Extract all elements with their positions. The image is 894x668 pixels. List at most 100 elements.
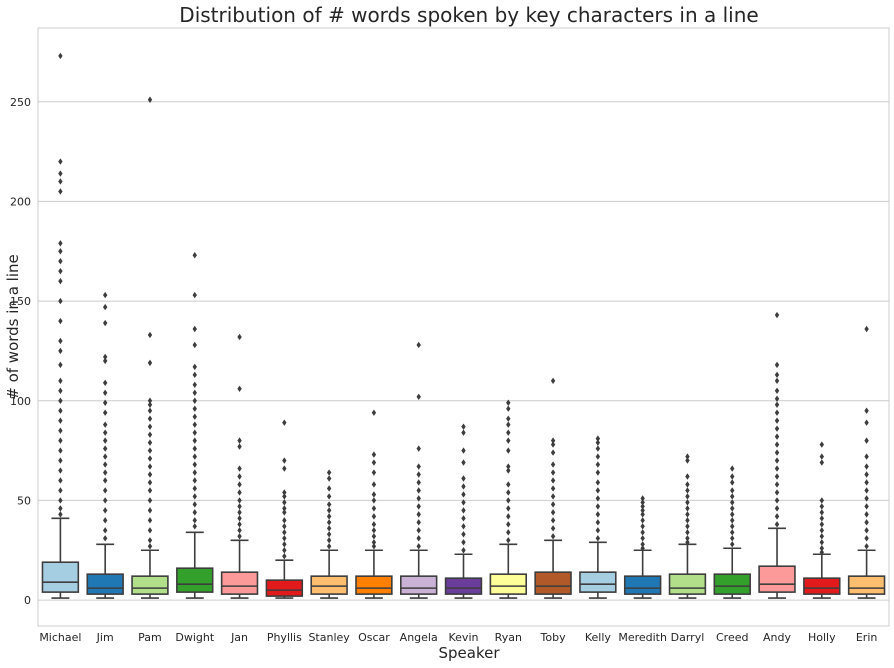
- outlier-dwight-18: [192, 477, 197, 484]
- box-erin: [847, 325, 886, 599]
- outlier-toby-4: [550, 461, 556, 468]
- outlier-oscar-1: [371, 451, 377, 458]
- x-tick-label-stanley: Stanley: [308, 631, 350, 644]
- outlier-jim-7: [102, 399, 108, 406]
- outlier-meredith-8: [640, 535, 645, 542]
- outlier-ryan-0: [506, 399, 511, 406]
- outlier-stanley-6: [326, 513, 332, 520]
- outlier-darryl-4: [685, 487, 690, 494]
- outlier-kevin-11: [461, 531, 466, 538]
- outlier-michael-18: [58, 407, 63, 414]
- outlier-dwight-15: [192, 453, 197, 460]
- outlier-phyllis-8: [282, 517, 287, 524]
- x-axis-ticks: Michael Jim Pam Dwight Jan Phyllis Stanley Osca…: [39, 631, 877, 644]
- outlier-dwight-11: [192, 421, 197, 428]
- outlier-erin-14: [864, 535, 869, 542]
- outlier-michael-4: [58, 188, 63, 195]
- outlier-andy-6: [774, 401, 780, 408]
- outlier-darryl-13: [685, 539, 690, 546]
- outlier-darryl-3: [685, 481, 690, 488]
- outlier-pam-6: [147, 415, 153, 422]
- x-tick-label-erin: Erin: [856, 631, 878, 644]
- outlier-angela-1: [416, 393, 421, 400]
- outlier-pam-20: [147, 537, 153, 544]
- outlier-erin-1: [864, 407, 869, 414]
- y-tick-label-0: 0: [24, 594, 31, 607]
- outlier-phyllis-6: [282, 505, 287, 512]
- outlier-toby-11: [550, 517, 556, 524]
- outlier-kelly-7: [595, 487, 601, 494]
- outlier-creed-4: [730, 493, 735, 500]
- outlier-jim-19: [102, 507, 108, 514]
- outlier-toby-10: [550, 509, 556, 516]
- outlier-kelly-2: [595, 445, 601, 452]
- outlier-andy-13: [774, 457, 780, 464]
- outlier-dwight-4: [192, 363, 197, 371]
- outlier-darryl-1: [685, 457, 690, 464]
- outlier-creed-8: [730, 517, 735, 524]
- outlier-jim-15: [102, 469, 108, 476]
- outlier-andy-19: [774, 505, 780, 512]
- outlier-jan-2: [237, 437, 242, 444]
- outlier-creed-2: [730, 479, 735, 486]
- box-kevin: [444, 423, 483, 599]
- outlier-phyllis-5: [282, 499, 287, 506]
- outlier-darryl-0: [685, 453, 690, 460]
- outlier-stanley-7: [326, 519, 332, 526]
- outlier-stanley-9: [326, 531, 332, 538]
- outlier-jim-10: [102, 429, 108, 436]
- outlier-pam-1: [147, 331, 153, 339]
- outlier-creed-5: [730, 499, 735, 506]
- box-stanley: [310, 469, 348, 599]
- outlier-ryan-3: [506, 421, 511, 428]
- outlier-dwight-5: [192, 371, 197, 379]
- outlier-kelly-1: [595, 439, 601, 446]
- outlier-jan-11: [237, 515, 242, 522]
- outlier-michael-1: [58, 158, 63, 165]
- outlier-creed-7: [730, 511, 735, 518]
- outlier-jan-12: [237, 521, 242, 528]
- outlier-kelly-13: [595, 535, 601, 542]
- outlier-kevin-3: [461, 459, 466, 466]
- x-tick-label-meredith: Meredith: [618, 631, 667, 644]
- box-body-phyllis: [265, 579, 304, 597]
- outlier-michael-15: [58, 377, 63, 385]
- box-jim: [86, 291, 124, 599]
- outlier-phyllis-2: [282, 465, 287, 472]
- box-jan: [220, 333, 259, 599]
- outlier-jim-20: [102, 517, 108, 524]
- outlier-holly-11: [819, 545, 825, 552]
- outlier-ryan-2: [506, 415, 511, 422]
- box-toby: [534, 377, 572, 599]
- outlier-kelly-4: [595, 461, 601, 468]
- outlier-dwight-23: [192, 517, 197, 524]
- outlier-dwight-19: [192, 485, 197, 492]
- outlier-dwight-12: [192, 429, 197, 436]
- outlier-jan-7: [237, 489, 242, 496]
- outlier-toby-8: [550, 493, 556, 500]
- outlier-andy-9: [774, 425, 780, 432]
- outlier-ryan-9: [506, 481, 511, 488]
- outlier-michael-27: [58, 497, 63, 504]
- outlier-jim-17: [102, 487, 108, 494]
- box-body-holly: [803, 577, 841, 595]
- outlier-erin-4: [864, 453, 869, 460]
- outlier-dwight-13: [192, 437, 197, 444]
- outlier-angela-10: [416, 519, 421, 526]
- box-oscar: [355, 409, 393, 599]
- outlier-michael-9: [58, 277, 63, 285]
- box-meredith: [623, 495, 662, 599]
- outlier-pam-12: [147, 463, 153, 470]
- outlier-oscar-10: [371, 527, 377, 534]
- outlier-darryl-5: [685, 493, 690, 500]
- outlier-angela-6: [416, 487, 421, 494]
- outlier-michael-28: [58, 505, 63, 512]
- y-tick-label-150: 150: [10, 295, 31, 308]
- x-tick-label-toby: Toby: [540, 631, 567, 644]
- x-tick-label-kelly: Kelly: [585, 631, 612, 644]
- outlier-dwight-24: [192, 523, 197, 530]
- outlier-kevin-0: [461, 423, 466, 430]
- outlier-michael-7: [58, 258, 63, 265]
- outlier-jim-13: [102, 453, 108, 460]
- outlier-stanley-11: [326, 543, 332, 550]
